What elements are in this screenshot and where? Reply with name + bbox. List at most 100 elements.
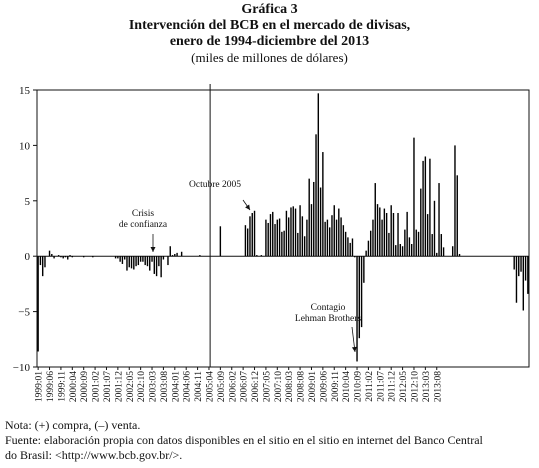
y-tick-label: 15 xyxy=(19,85,31,97)
x-tick-label: 2012:10 xyxy=(410,371,420,402)
annotation-label: Lehman Brothers xyxy=(295,314,362,324)
chart-header: Gráfica 3 Intervención del BCB en el mer… xyxy=(0,2,539,66)
x-tick-label: 2009:06 xyxy=(319,371,329,402)
x-tick-label: 2011:07 xyxy=(376,371,386,402)
y-tick-label: 0 xyxy=(25,251,31,263)
x-tick-label: 2009:01 xyxy=(308,371,318,402)
bar xyxy=(520,256,522,272)
bar xyxy=(351,238,354,257)
bar xyxy=(48,250,51,257)
bar xyxy=(69,255,71,257)
bar xyxy=(440,234,443,257)
bar xyxy=(246,228,249,257)
bar xyxy=(310,204,313,257)
x-tick-label: 1999:11 xyxy=(57,371,67,402)
bar xyxy=(171,255,174,257)
bar xyxy=(265,219,267,257)
chart-title-line1: Intervención del BCB en el mercado de di… xyxy=(128,18,411,33)
x-tick-label: 2001:02 xyxy=(92,371,102,402)
bar xyxy=(410,244,413,257)
bar xyxy=(285,210,288,257)
bar xyxy=(369,230,372,257)
bar xyxy=(253,210,256,257)
x-tick-label: 2001:07 xyxy=(103,371,113,402)
bar xyxy=(392,212,395,257)
bar xyxy=(349,242,351,257)
bar xyxy=(417,231,420,257)
bar xyxy=(219,226,222,257)
bar xyxy=(390,205,392,257)
bar xyxy=(167,256,169,266)
bar xyxy=(342,225,345,257)
bar xyxy=(119,256,121,262)
bar xyxy=(176,252,178,257)
x-tick-label: 2000:09 xyxy=(80,371,90,402)
bar xyxy=(360,256,363,328)
bar xyxy=(199,255,201,257)
bar xyxy=(365,250,367,257)
x-tick-label: 2006:02 xyxy=(228,371,238,402)
bar xyxy=(283,230,285,257)
bar xyxy=(121,256,124,264)
bar xyxy=(256,255,258,257)
bar xyxy=(319,187,322,257)
bar xyxy=(41,256,44,277)
bar xyxy=(71,256,74,258)
bar xyxy=(326,219,329,257)
bar xyxy=(144,256,146,266)
bar xyxy=(292,206,294,257)
x-tick-label: 2010:09 xyxy=(354,371,364,402)
bar xyxy=(354,256,356,258)
bar xyxy=(39,256,42,266)
x-tick-label: 2007:10 xyxy=(274,371,284,402)
bar xyxy=(67,256,69,260)
bar xyxy=(399,244,402,257)
bar xyxy=(383,208,386,257)
bar xyxy=(294,208,297,257)
bar xyxy=(155,256,158,277)
bar xyxy=(397,212,399,257)
x-tick-label: 2001:12 xyxy=(114,371,124,402)
bar xyxy=(114,256,117,259)
bar xyxy=(315,134,317,257)
bar xyxy=(51,253,53,257)
bar xyxy=(454,145,456,257)
annotation-label: Contagio xyxy=(311,303,346,313)
x-tick-label: 2006:12 xyxy=(251,371,261,402)
bar xyxy=(335,219,338,257)
x-tick-label: 1999:06 xyxy=(46,371,56,402)
bar xyxy=(381,219,383,257)
bar xyxy=(376,204,379,257)
chart-note: Nota: (+) compra, (–) venta. xyxy=(5,418,141,432)
x-tick-label: 2011:02 xyxy=(365,371,375,402)
bar xyxy=(126,256,128,271)
bar xyxy=(53,256,55,259)
bar xyxy=(328,227,331,257)
bar xyxy=(37,256,39,352)
bar xyxy=(244,225,247,257)
x-tick-label: 2011:12 xyxy=(388,371,398,402)
bar xyxy=(313,181,315,257)
bar xyxy=(139,256,142,262)
bar xyxy=(317,93,320,257)
bar xyxy=(415,229,417,257)
bar xyxy=(385,212,388,257)
bar xyxy=(272,211,274,257)
bar xyxy=(338,208,340,257)
bar xyxy=(518,256,520,277)
bar xyxy=(149,256,151,271)
bar xyxy=(527,256,529,294)
bar xyxy=(367,240,370,257)
bar xyxy=(404,229,406,257)
bar xyxy=(436,252,438,257)
x-tick-label: 2009:11 xyxy=(331,371,341,402)
chart-source-line2: do Brasil: <http://www.bcb.gov.br/>. xyxy=(5,448,183,462)
bar xyxy=(64,256,67,258)
bar xyxy=(130,256,133,269)
bar xyxy=(44,256,46,268)
x-tick-label: 2012:05 xyxy=(399,371,409,402)
bar xyxy=(422,160,424,257)
bar xyxy=(92,256,94,258)
bar xyxy=(301,216,304,257)
bar xyxy=(62,256,64,259)
